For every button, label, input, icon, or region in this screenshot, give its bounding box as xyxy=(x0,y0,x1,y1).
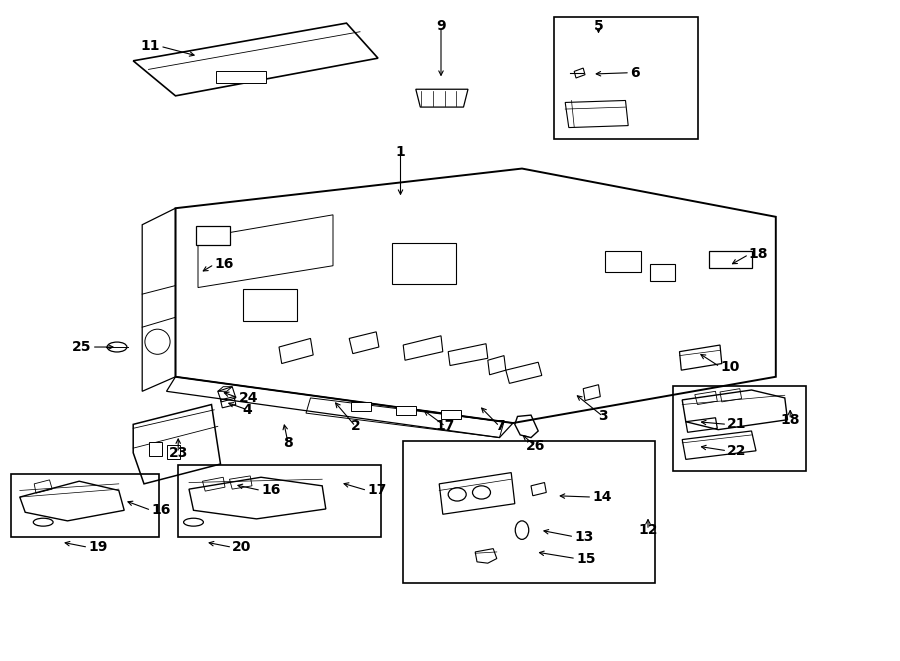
Text: 5: 5 xyxy=(594,19,603,34)
Bar xyxy=(11,474,159,537)
Bar xyxy=(178,465,381,537)
Text: 18: 18 xyxy=(780,412,800,427)
Bar xyxy=(148,442,162,456)
Text: 3: 3 xyxy=(598,409,608,424)
Bar xyxy=(396,406,416,415)
Text: 25: 25 xyxy=(72,340,92,354)
Text: 11: 11 xyxy=(140,39,160,54)
Bar xyxy=(650,264,675,281)
Text: 1: 1 xyxy=(396,145,405,159)
Bar xyxy=(709,251,752,268)
Text: 8: 8 xyxy=(284,436,292,450)
Text: 6: 6 xyxy=(630,65,640,80)
Text: 14: 14 xyxy=(592,490,612,504)
Text: 12: 12 xyxy=(638,523,658,537)
Bar xyxy=(196,226,230,245)
Text: 9: 9 xyxy=(436,19,446,34)
Text: 18: 18 xyxy=(749,247,769,262)
Bar xyxy=(216,71,266,83)
Text: 21: 21 xyxy=(727,417,747,432)
Ellipse shape xyxy=(145,329,170,354)
Text: 17: 17 xyxy=(436,419,455,434)
Bar xyxy=(403,441,655,583)
Text: 19: 19 xyxy=(88,540,108,555)
Bar xyxy=(392,243,456,284)
Text: 13: 13 xyxy=(574,529,594,544)
Text: 16: 16 xyxy=(214,257,234,272)
Text: 17: 17 xyxy=(367,483,387,498)
Text: 16: 16 xyxy=(151,503,171,518)
Text: 20: 20 xyxy=(232,540,252,555)
Text: 2: 2 xyxy=(351,419,360,434)
Text: 16: 16 xyxy=(261,483,281,498)
Ellipse shape xyxy=(184,518,203,526)
Ellipse shape xyxy=(107,342,127,352)
Text: 24: 24 xyxy=(238,391,258,405)
Text: 4: 4 xyxy=(243,403,252,417)
Text: 23: 23 xyxy=(168,446,188,460)
Ellipse shape xyxy=(33,518,53,526)
Bar xyxy=(554,17,698,139)
Text: 15: 15 xyxy=(576,551,596,566)
Text: 7: 7 xyxy=(495,419,504,434)
Bar xyxy=(351,402,371,411)
Bar xyxy=(673,386,806,471)
Bar xyxy=(605,251,641,272)
Text: 10: 10 xyxy=(720,360,740,374)
Bar xyxy=(243,289,297,321)
Text: 26: 26 xyxy=(526,439,545,453)
Bar xyxy=(441,410,461,419)
Ellipse shape xyxy=(515,521,529,539)
Text: 22: 22 xyxy=(727,444,747,458)
Bar xyxy=(166,445,180,459)
